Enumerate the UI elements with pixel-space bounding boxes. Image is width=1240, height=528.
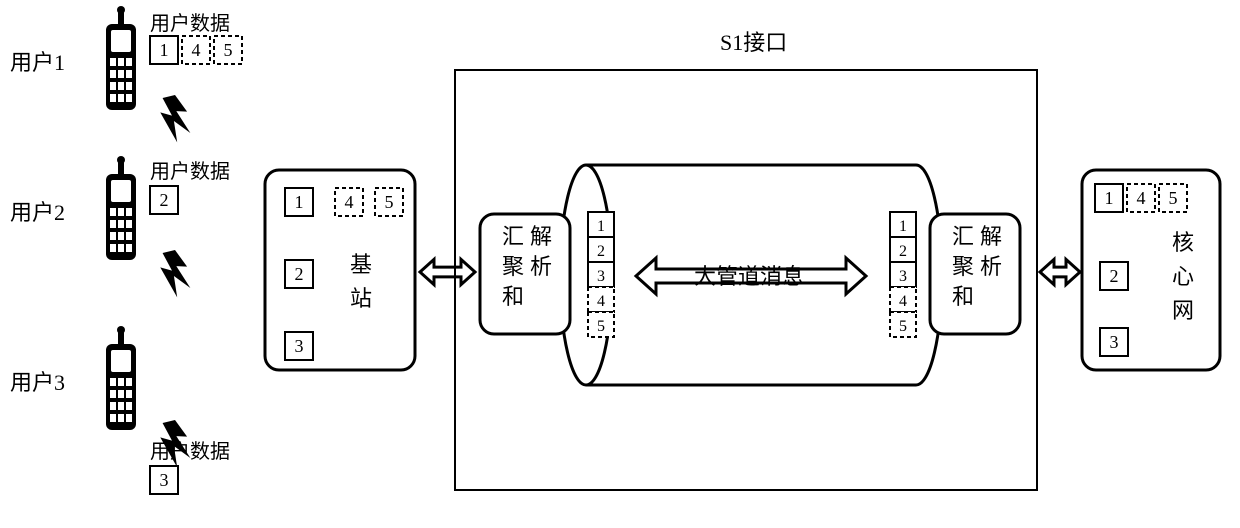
- s1-title: S1接口: [720, 30, 787, 55]
- phone-user-2: [106, 156, 136, 260]
- data-box-5: 5: [214, 36, 242, 64]
- phone-user-3: [106, 326, 136, 430]
- data-box-4: 4: [1127, 184, 1155, 212]
- svg-text:1: 1: [160, 40, 169, 60]
- user-data-label-2: 用户数据: [150, 160, 230, 183]
- aggregate-parse-right: [930, 214, 1020, 334]
- svg-text:核: 核: [1172, 230, 1194, 255]
- pipe-right-stack: 1 2 3 4 5: [890, 212, 916, 337]
- svg-text:聚: 聚: [952, 254, 974, 279]
- svg-text:心: 心: [1172, 264, 1194, 289]
- svg-text:汇: 汇: [952, 224, 974, 249]
- svg-text:2: 2: [597, 243, 605, 260]
- svg-text:解: 解: [530, 224, 552, 249]
- svg-text:聚: 聚: [502, 254, 524, 279]
- svg-text:网: 网: [1172, 298, 1194, 323]
- data-box-4: 4: [335, 188, 363, 216]
- svg-text:4: 4: [1137, 188, 1146, 208]
- svg-text:4: 4: [192, 40, 201, 60]
- svg-text:1: 1: [899, 218, 907, 235]
- phone-user-1: [106, 6, 136, 110]
- svg-text:1: 1: [295, 192, 304, 212]
- data-box-5: 5: [1159, 184, 1187, 212]
- svg-text:4: 4: [597, 293, 605, 310]
- data-box-4: 4: [182, 36, 210, 64]
- svg-text:5: 5: [899, 318, 907, 335]
- svg-text:析: 析: [530, 254, 552, 279]
- svg-text:和: 和: [952, 284, 974, 309]
- svg-text:5: 5: [385, 192, 394, 212]
- svg-text:3: 3: [295, 336, 304, 356]
- svg-text:2: 2: [899, 243, 907, 260]
- svg-text:析: 析: [980, 254, 1002, 279]
- pipe-label: 大管道消息: [694, 264, 804, 289]
- svg-text:4: 4: [899, 293, 907, 310]
- user-data-label-1: 用户数据: [150, 12, 230, 35]
- data-box-3: 3: [150, 466, 178, 494]
- svg-text:5: 5: [224, 40, 233, 60]
- svg-text:1: 1: [597, 218, 605, 235]
- wireless-bolt-1: [148, 91, 202, 146]
- svg-text:5: 5: [1169, 188, 1178, 208]
- wireless-bolt-2: [148, 246, 202, 301]
- aggregate-parse-left: [480, 214, 570, 334]
- data-box-3: 3: [285, 332, 313, 360]
- svg-text:基: 基: [350, 252, 372, 277]
- svg-text:3: 3: [899, 268, 907, 285]
- arrow-bs-s1: [420, 259, 475, 284]
- core-network-label: 核心网: [1172, 230, 1194, 323]
- svg-text:5: 5: [597, 318, 605, 335]
- svg-text:3: 3: [1110, 332, 1119, 352]
- pipe-left-stack: 1 2 3 4 5: [588, 212, 614, 337]
- svg-text:2: 2: [160, 190, 169, 210]
- data-box-1: 1: [285, 188, 313, 216]
- data-box-1: 1: [1095, 184, 1123, 212]
- data-box-2: 2: [285, 260, 313, 288]
- data-box-2: 2: [1100, 262, 1128, 290]
- svg-text:2: 2: [295, 264, 304, 284]
- diagram-canvas: 用户1 用户数据 1 4 5 用户2 用户数据 2 用户3 用户数据 3 1 4 5 2 3 基站 S1接口大管道…: [0, 0, 1240, 528]
- user-label-1: 用户1: [10, 50, 65, 75]
- arrow-s1-core: [1040, 259, 1080, 284]
- svg-text:3: 3: [160, 470, 169, 490]
- user-label-3: 用户3: [10, 370, 65, 395]
- svg-text:和: 和: [502, 284, 524, 309]
- svg-text:2: 2: [1110, 266, 1119, 286]
- svg-text:解: 解: [980, 224, 1002, 249]
- svg-text:汇: 汇: [502, 224, 524, 249]
- user-label-2: 用户2: [10, 200, 65, 225]
- svg-text:站: 站: [350, 286, 372, 311]
- user-data-label-3: 用户数据: [150, 440, 230, 463]
- data-box-5: 5: [375, 188, 403, 216]
- data-box-3: 3: [1100, 328, 1128, 356]
- data-box-1: 1: [150, 36, 178, 64]
- data-box-2: 2: [150, 186, 178, 214]
- svg-text:4: 4: [345, 192, 354, 212]
- svg-text:3: 3: [597, 268, 605, 285]
- svg-text:1: 1: [1105, 188, 1114, 208]
